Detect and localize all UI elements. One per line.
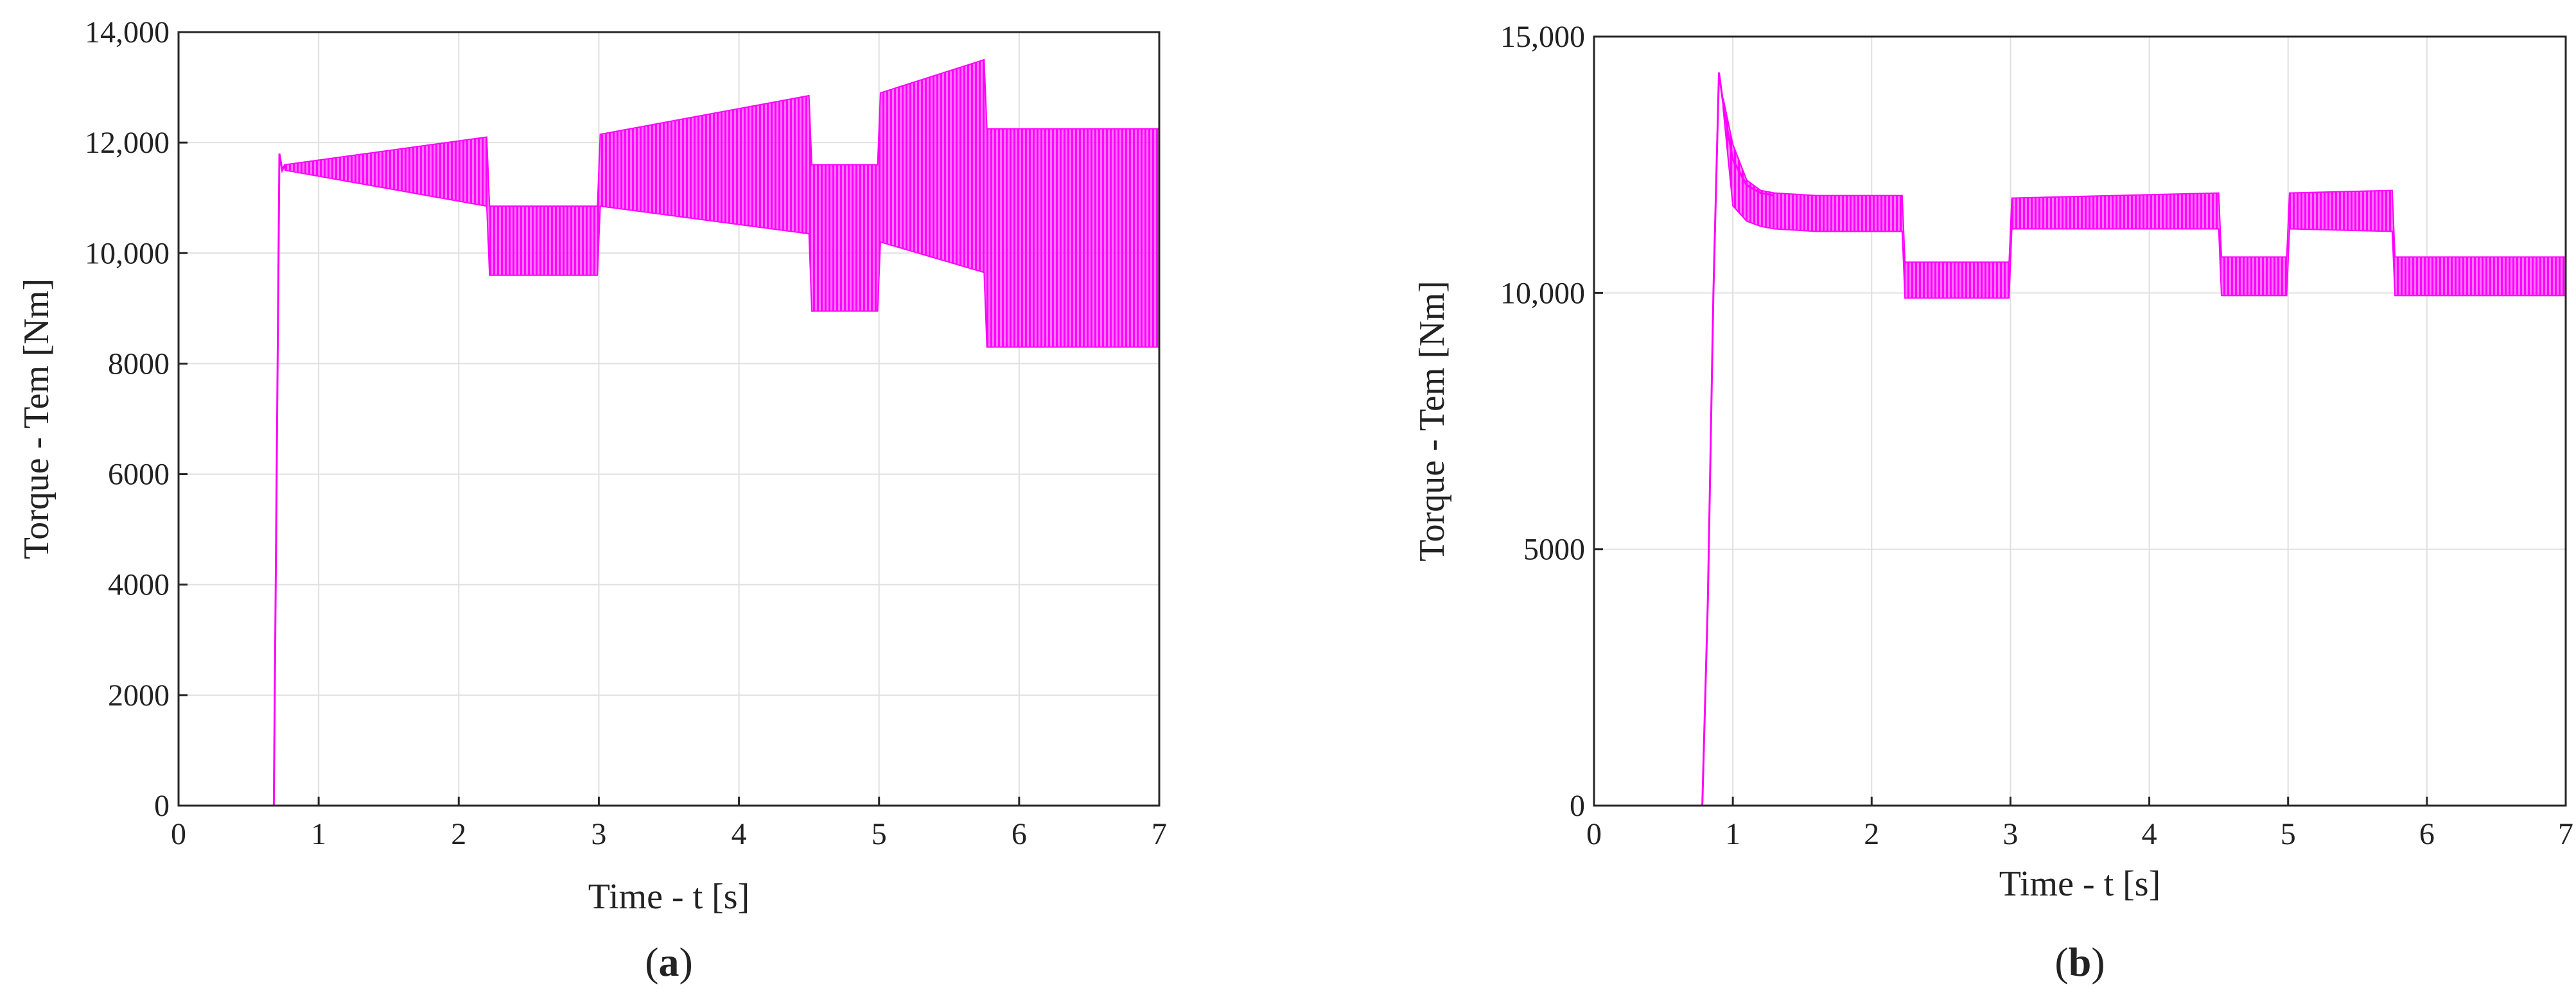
- x-axis-ticks: 0 1 2 3 4 5 6 7: [171, 797, 1167, 851]
- panel-label: (b): [2055, 939, 2105, 985]
- plot-area-background: [1594, 37, 2566, 806]
- x-tick-label: 1: [311, 817, 326, 851]
- x-tick-label: 7: [1152, 817, 1167, 851]
- x-tick-label: 5: [2281, 817, 2296, 851]
- y-tick-label: 12,000: [85, 126, 170, 160]
- y-tick-label: 15,000: [1500, 20, 1585, 54]
- y-axis-label: Torque - Tem [Nm]: [17, 279, 57, 559]
- y-tick-label: 0: [154, 789, 170, 823]
- y-axis-ticks: 0 2000 4000 6000 8000 10,000 12,000 14,000: [85, 15, 188, 823]
- y-tick-label: 2000: [108, 679, 170, 713]
- chart-panel-a: 0 1 2 3 4 5 6 7 0 2000 4000 6000 8000 10,000 12,000 14…: [17, 15, 1167, 985]
- x-tick-label: 3: [2002, 817, 2018, 851]
- x-tick-label: 7: [2558, 817, 2573, 851]
- y-tick-label: 0: [1570, 789, 1585, 823]
- y-tick-label: 5000: [1523, 533, 1585, 567]
- panel-letter: a: [659, 939, 679, 985]
- panel-label: (a): [645, 939, 693, 985]
- x-tick-label: 6: [2419, 817, 2435, 851]
- x-tick-label: 3: [591, 817, 606, 851]
- y-tick-label: 10,000: [85, 236, 170, 270]
- x-axis-label: Time - t [s]: [1999, 864, 2161, 904]
- y-tick-label: 6000: [108, 458, 170, 492]
- startup-trace: [1594, 72, 1775, 807]
- x-tick-label: 5: [872, 817, 887, 851]
- panel-letter: b: [2069, 939, 2092, 985]
- x-axis-ticks: 0 1 2 3 4 5 6 7: [1586, 797, 2573, 851]
- x-tick-label: 2: [1864, 817, 1879, 851]
- x-tick-label: 4: [732, 817, 747, 851]
- y-axis-ticks: 0 5000 10,000 15,000: [1500, 20, 1603, 823]
- x-tick-label: 4: [2142, 817, 2157, 851]
- x-tick-label: 0: [171, 817, 186, 851]
- x-tick-label: 0: [1586, 817, 1602, 851]
- y-tick-label: 4000: [108, 568, 170, 602]
- y-tick-label: 10,000: [1500, 276, 1585, 310]
- y-tick-label: 8000: [108, 347, 170, 381]
- y-tick-label: 14,000: [85, 15, 170, 49]
- plot-frame: [177, 31, 1161, 807]
- y-axis-label: Torque - Tem [Nm]: [1412, 281, 1452, 561]
- x-tick-label: 2: [451, 817, 466, 851]
- plot-frame: [1593, 35, 2567, 807]
- x-tick-label: 6: [1012, 817, 1027, 851]
- x-axis-label: Time - t [s]: [588, 877, 750, 917]
- x-tick-label: 1: [1725, 817, 1740, 851]
